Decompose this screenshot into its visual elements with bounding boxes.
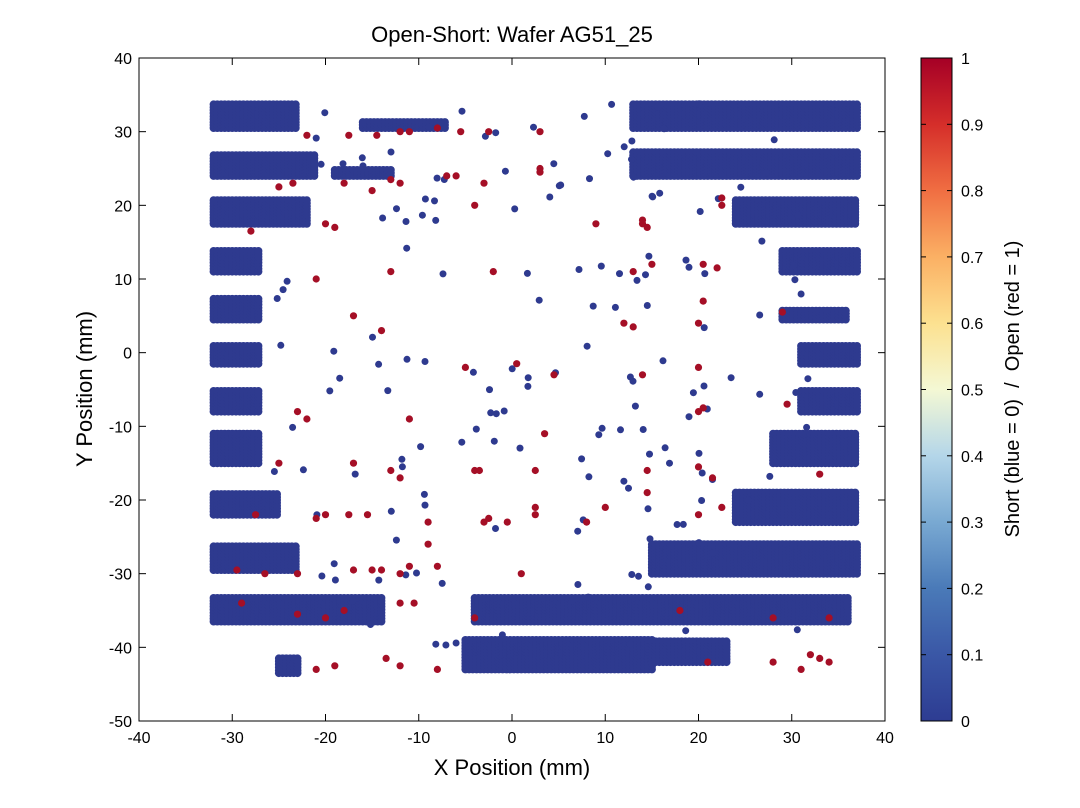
short-point [853, 247, 861, 255]
short-band [629, 148, 861, 180]
short-point [440, 118, 449, 127]
short-point [851, 429, 860, 438]
short-point [386, 166, 395, 174]
short-point [254, 429, 263, 438]
short-point [851, 488, 860, 497]
short-band [778, 306, 850, 324]
short-point [841, 306, 850, 315]
short-point [254, 387, 263, 395]
short-band [209, 100, 300, 132]
short-point [853, 540, 861, 549]
short-point [291, 542, 300, 551]
short-point [310, 151, 319, 160]
short-point [853, 342, 861, 350]
short-band [647, 540, 861, 578]
short-band [209, 429, 263, 468]
short-band [209, 490, 281, 519]
short-band [209, 594, 386, 626]
short-band [778, 247, 861, 276]
short-band [209, 196, 311, 228]
short-band [797, 387, 861, 416]
short-band [209, 542, 300, 574]
short-point [254, 247, 263, 255]
short-point [273, 490, 281, 499]
short-point [853, 148, 861, 157]
short-point [254, 294, 263, 303]
short-band [358, 118, 449, 132]
scatter-points [209, 100, 861, 678]
short-band [209, 387, 263, 416]
short-band [209, 151, 319, 180]
short-point [302, 196, 311, 205]
chart-title: Open-Short: Wafer AG51_25 [371, 22, 653, 47]
short-point [851, 196, 860, 205]
short-point [254, 342, 263, 350]
short-band [797, 342, 861, 368]
short-band [769, 429, 860, 468]
short-band [731, 196, 860, 228]
short-point [853, 100, 861, 109]
short-point [853, 387, 861, 395]
short-band [629, 100, 861, 132]
short-band [209, 247, 263, 276]
short-band [209, 294, 263, 324]
short-band [209, 342, 263, 368]
short-band [731, 488, 860, 527]
